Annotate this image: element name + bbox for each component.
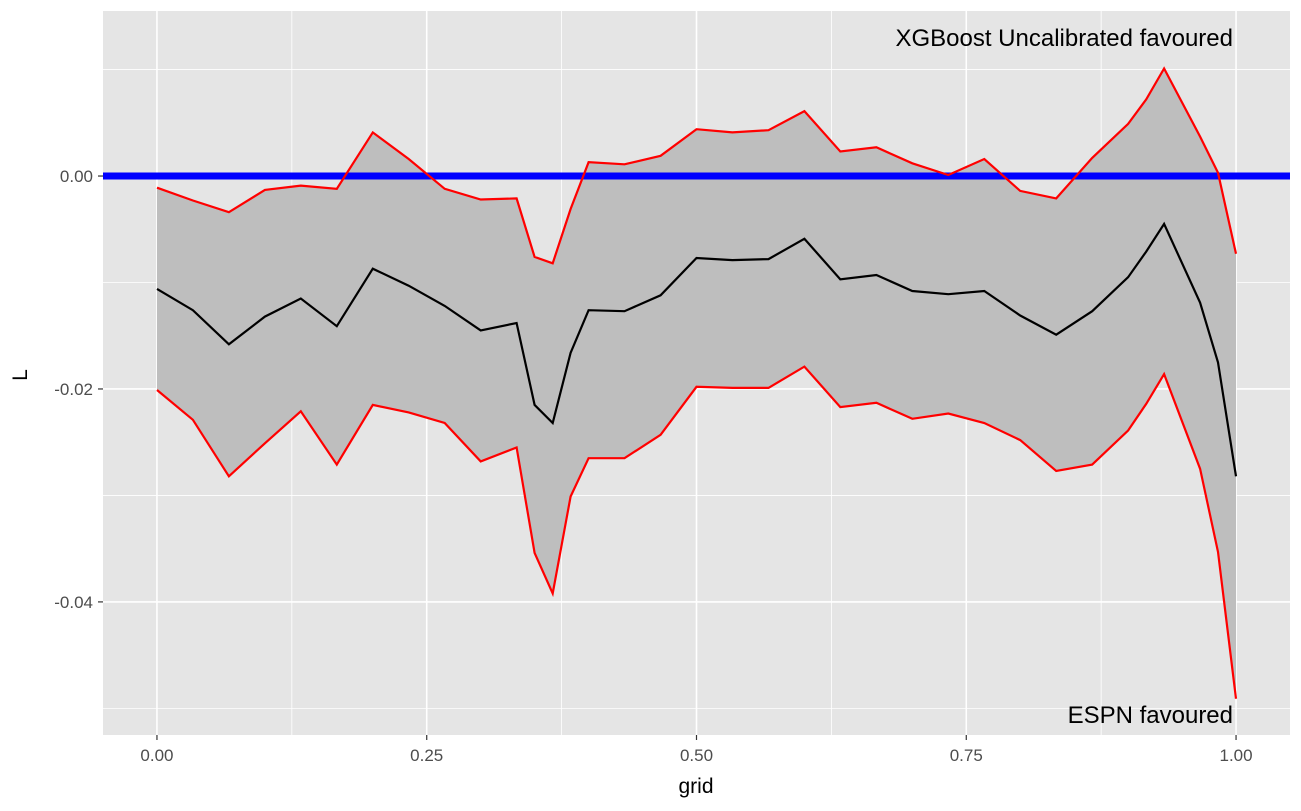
confidence-band <box>157 68 1236 699</box>
x-tick-label: 0.75 <box>950 746 983 765</box>
x-tick-label: 1.00 <box>1219 746 1252 765</box>
lower-bound-line <box>156 365 1238 699</box>
x-tick-label: 0.25 <box>410 746 443 765</box>
x-tick-label: 0.00 <box>140 746 173 765</box>
annotation-bottom: ESPN favoured <box>1068 702 1233 729</box>
y-axis-ticks: -0.04 -0.02 0.00 <box>54 167 103 612</box>
y-axis-title: L <box>9 369 32 381</box>
x-axis-title: grid <box>678 775 713 798</box>
upper-bound-line <box>156 66 1238 265</box>
x-axis-ticks: 0.00 0.25 0.50 0.75 1.00 <box>140 735 1253 765</box>
x-tick-label: 0.50 <box>680 746 713 765</box>
y-tick-label: -0.04 <box>54 593 93 612</box>
y-tick-label: 0.00 <box>60 167 93 186</box>
annotation-top: XGBoost Uncalibrated favoured <box>895 25 1233 52</box>
estimate-line <box>156 221 1238 477</box>
y-tick-label: -0.02 <box>54 380 93 399</box>
